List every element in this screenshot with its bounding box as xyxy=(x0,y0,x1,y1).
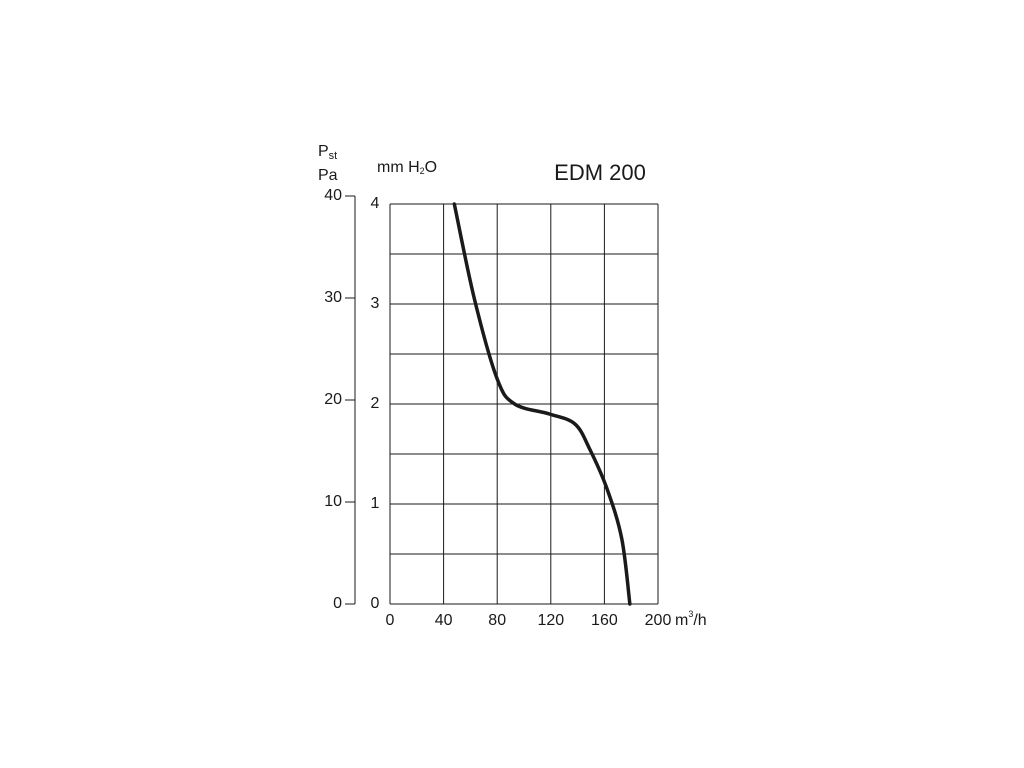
y2-tick-label: 10 xyxy=(324,493,342,510)
y-label-symbol: P xyxy=(318,143,329,160)
y2-tick-label: 0 xyxy=(333,595,342,612)
y-tick-label: 2 xyxy=(371,395,380,412)
x-tick-label: 40 xyxy=(435,612,453,629)
x-tick-label: 120 xyxy=(537,612,564,629)
y-label-subscript: st xyxy=(329,150,338,162)
y-tick-label: 1 xyxy=(371,495,380,512)
y-tick-label: 0 xyxy=(371,595,380,612)
x-unit-part: 3 xyxy=(688,609,693,619)
y-label: Pst xyxy=(318,143,337,162)
y2-tick-label: 20 xyxy=(324,391,342,408)
y-tick-label: 4 xyxy=(371,195,380,212)
x-tick-label: 160 xyxy=(591,612,618,629)
y-unit-part: O xyxy=(425,159,437,176)
x-tick-label: 200 xyxy=(645,612,672,629)
x-unit-label: m3/h xyxy=(675,609,707,629)
chart-title: EDM 200 xyxy=(554,160,646,185)
y2-label: Pa xyxy=(318,167,338,184)
y2-tick-label: 40 xyxy=(324,187,342,204)
x-unit-part: m xyxy=(675,612,688,629)
x-unit-part: /h xyxy=(693,612,706,629)
y-unit-part: mm H xyxy=(377,159,420,176)
x-tick-label: 0 xyxy=(386,612,395,629)
y-unit-part: 2 xyxy=(420,166,425,176)
y-tick-label: 3 xyxy=(371,295,380,312)
x-tick-label: 80 xyxy=(488,612,506,629)
y2-tick-label: 30 xyxy=(324,289,342,306)
fan-curve xyxy=(452,202,632,606)
y-unit-label: mm H2O xyxy=(377,159,437,176)
